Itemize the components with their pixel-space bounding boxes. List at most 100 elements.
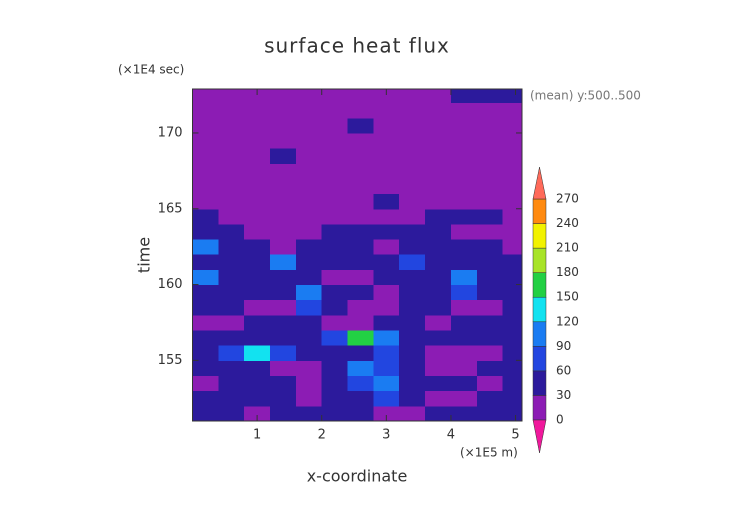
contour-cell — [502, 163, 522, 179]
contour-cell — [347, 405, 374, 421]
contour-cell — [270, 299, 297, 316]
y-label: time — [135, 237, 154, 273]
contour-cell — [476, 208, 504, 225]
contour-cell — [425, 405, 452, 421]
contour-cell — [502, 117, 522, 134]
contour-cell — [321, 284, 349, 301]
contour-cell — [450, 254, 478, 270]
contour-cell — [399, 239, 426, 255]
contour-cell — [270, 239, 297, 255]
contour-cell — [321, 299, 349, 316]
contour-cell — [425, 117, 452, 134]
contour-cell — [502, 208, 522, 225]
contour-cell — [270, 314, 297, 331]
contour-cell — [425, 314, 452, 331]
contour-cell — [399, 102, 426, 119]
contour-cell — [270, 193, 297, 210]
contour-cell — [502, 132, 522, 149]
contour-cell — [373, 117, 400, 134]
contour-cell — [450, 390, 478, 407]
chart-title: surface heat flux — [264, 34, 450, 58]
colorbar-band — [532, 198, 547, 224]
contour-cell — [502, 89, 522, 104]
x-label: x-coordinate — [307, 467, 408, 486]
contour-cell — [218, 163, 245, 179]
contour-cell — [347, 299, 374, 316]
contour-cell — [502, 299, 522, 316]
contour-cell — [218, 360, 245, 377]
contour-cell — [295, 223, 323, 240]
contour-cell — [295, 163, 323, 179]
contour-cell — [321, 405, 349, 421]
contour-cell — [373, 405, 400, 421]
contour-cell — [450, 239, 478, 255]
contour-cell — [295, 390, 323, 407]
contour-cell — [192, 132, 219, 149]
colorbar-band — [532, 321, 547, 347]
contour-cell — [347, 330, 374, 346]
colorbar-under — [532, 419, 547, 454]
contour-cell — [321, 163, 349, 179]
contour-cell — [218, 375, 245, 392]
contour-cell — [476, 193, 504, 210]
contour-cell — [321, 178, 349, 195]
colorbar-label: 240 — [556, 216, 579, 230]
contour-cell — [295, 117, 323, 134]
contour-cell — [450, 314, 478, 331]
contour-cell — [450, 148, 478, 164]
contour-cell — [502, 148, 522, 164]
contour-cell — [270, 269, 297, 286]
contour-cell — [192, 390, 219, 407]
contour-cell — [425, 330, 452, 346]
contour-cell — [425, 208, 452, 225]
contour-cell — [399, 148, 426, 164]
contour-cell — [476, 269, 504, 286]
contour-cell — [347, 178, 374, 195]
contour-cell — [450, 375, 478, 392]
contour-cell — [244, 208, 271, 225]
contour-cell — [295, 89, 323, 104]
contour-cell — [244, 269, 271, 286]
contour-cell — [270, 132, 297, 149]
contour-cell — [244, 284, 271, 301]
contour-cell — [192, 193, 219, 210]
contour-cell — [450, 345, 478, 361]
contour-cell — [270, 284, 297, 301]
contour-cell — [450, 223, 478, 240]
contour-cell — [295, 299, 323, 316]
contour-cell — [244, 193, 271, 210]
contour-cell — [373, 390, 400, 407]
contour-cell — [476, 223, 504, 240]
contour-cell — [347, 314, 374, 331]
contour-cell — [244, 360, 271, 377]
contour-cell — [373, 284, 400, 301]
contour-cell — [399, 405, 426, 421]
colorbar-label: 210 — [556, 241, 579, 255]
contour-cell — [192, 208, 219, 225]
contour-cell — [399, 360, 426, 377]
contour-cell — [192, 330, 219, 346]
contour-cell — [270, 208, 297, 225]
contour-cell — [425, 148, 452, 164]
x-tick-label: 4 — [447, 428, 455, 443]
colorbar-label: 90 — [556, 339, 571, 353]
contour-cell — [373, 239, 400, 255]
contour-cell — [321, 360, 349, 377]
contour-cell — [450, 89, 478, 104]
contour-cell — [244, 405, 271, 421]
contour-cell — [244, 163, 271, 179]
x-tick-label: 2 — [318, 428, 326, 443]
contour-cell — [321, 208, 349, 225]
contour-cell — [270, 360, 297, 377]
contour-cell — [192, 89, 219, 104]
contour-cell — [399, 208, 426, 225]
contour-cell — [218, 345, 245, 361]
contour-cell — [270, 89, 297, 104]
contour-cell — [450, 360, 478, 377]
contour-cell — [399, 269, 426, 286]
contour-cell — [347, 163, 374, 179]
contour-cell — [502, 239, 522, 255]
contour-cell — [502, 330, 522, 346]
colorbar-band — [532, 395, 547, 421]
contour-cell — [270, 117, 297, 134]
